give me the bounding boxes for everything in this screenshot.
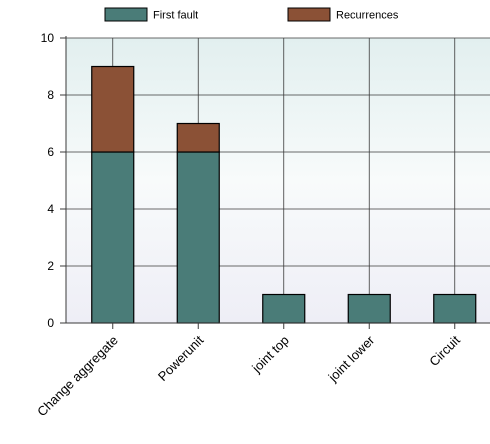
category-label: joint top <box>248 333 292 377</box>
category-label: Circuit <box>426 332 463 369</box>
y-tick-label: 8 <box>47 88 54 102</box>
y-tick-label: 0 <box>47 316 54 330</box>
bar-segment <box>347 293 391 324</box>
bar-segment <box>176 151 220 324</box>
y-tick-label: 2 <box>47 259 54 273</box>
bar-segment <box>91 151 135 324</box>
bar-segment <box>262 293 306 324</box>
category-label: Change aggregate <box>34 333 121 420</box>
legend-swatch <box>104 7 148 22</box>
legend-label: Recurrences <box>336 10 399 22</box>
bars <box>91 65 477 324</box>
y-tick-label: 4 <box>47 202 54 216</box>
bar-segment <box>176 122 220 153</box>
y-tick-label: 10 <box>41 31 55 45</box>
bar-segment <box>91 65 135 153</box>
plot-area <box>66 38 490 323</box>
axes <box>60 36 490 329</box>
y-tick-label: 6 <box>47 145 54 159</box>
category-label: Powerunit <box>155 332 207 384</box>
legend: First fault Recurrences <box>104 7 399 22</box>
legend-label: First fault <box>153 10 198 22</box>
bar-segment <box>433 293 477 324</box>
x-tick-labels: Change aggregate Powerunit joint top joint … <box>34 332 463 419</box>
y-tick-labels: 0 2 4 6 8 10 <box>41 31 55 330</box>
legend-swatch <box>287 7 331 22</box>
category-label: joint lower <box>325 332 378 385</box>
